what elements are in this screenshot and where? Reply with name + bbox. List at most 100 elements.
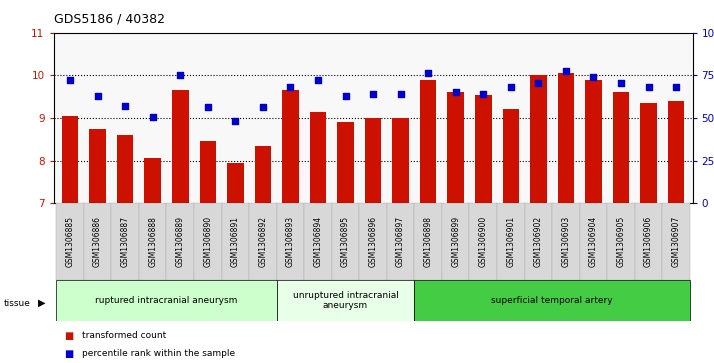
Bar (442, 203, 470, 280)
FancyBboxPatch shape (276, 280, 414, 321)
Point (560, 68, 572, 74)
Bar (525, 203, 552, 280)
Point (615, 80, 627, 86)
Bar (89, 129, 106, 203)
Text: ruptured intracranial aneurysm: ruptured intracranial aneurysm (95, 296, 238, 305)
Text: transformed count: transformed count (82, 331, 166, 340)
Text: GSM1306887: GSM1306887 (121, 216, 130, 267)
Bar (558, 73, 574, 203)
Bar (337, 122, 353, 203)
Bar (249, 203, 276, 280)
Bar (470, 203, 497, 280)
Point (367, 91, 378, 97)
Text: unruptured intracranial
aneurysm: unruptured intracranial aneurysm (293, 291, 398, 310)
Text: GSM1306896: GSM1306896 (368, 216, 378, 267)
Text: GSM1306897: GSM1306897 (396, 216, 405, 267)
Bar (530, 75, 547, 203)
Bar (255, 146, 271, 203)
Point (478, 91, 489, 97)
Bar (111, 203, 139, 280)
Bar (497, 203, 525, 280)
Bar (387, 203, 414, 280)
Point (312, 78, 323, 83)
Point (505, 84, 516, 90)
Point (588, 74, 599, 80)
Point (174, 72, 186, 78)
Text: ■: ■ (64, 349, 74, 359)
Point (423, 70, 434, 76)
Bar (310, 111, 326, 203)
Text: GSM1306901: GSM1306901 (506, 216, 516, 267)
Bar (393, 118, 409, 203)
Text: GSM1306895: GSM1306895 (341, 216, 350, 267)
Point (450, 89, 461, 94)
Point (119, 103, 131, 109)
Point (340, 93, 351, 99)
Point (533, 80, 544, 86)
Text: GSM1306902: GSM1306902 (534, 216, 543, 267)
Text: ■: ■ (64, 331, 74, 341)
Point (670, 84, 682, 90)
Point (285, 84, 296, 90)
Bar (475, 94, 491, 203)
Bar (359, 203, 387, 280)
Point (395, 91, 406, 97)
Text: GSM1306886: GSM1306886 (93, 216, 102, 267)
Text: GSM1306890: GSM1306890 (203, 216, 212, 267)
Text: GSM1306906: GSM1306906 (644, 216, 653, 267)
Point (147, 114, 159, 120)
Bar (276, 203, 304, 280)
FancyBboxPatch shape (56, 280, 276, 321)
Bar (420, 79, 436, 203)
Bar (640, 103, 657, 203)
Text: GSM1306891: GSM1306891 (231, 216, 240, 267)
Text: GSM1306898: GSM1306898 (423, 216, 433, 267)
Bar (414, 203, 442, 280)
Bar (172, 90, 188, 203)
Bar (304, 203, 332, 280)
Bar (84, 203, 111, 280)
Point (643, 84, 654, 90)
Bar (62, 116, 79, 203)
Bar (668, 101, 684, 203)
Point (92, 93, 104, 99)
Point (64, 78, 76, 83)
Bar (448, 93, 464, 203)
Text: GSM1306888: GSM1306888 (149, 216, 157, 267)
Text: GSM1306907: GSM1306907 (672, 216, 680, 267)
Bar (635, 203, 663, 280)
Bar (503, 110, 519, 203)
Bar (139, 203, 166, 280)
Bar (194, 203, 221, 280)
Bar (580, 203, 607, 280)
Point (257, 104, 268, 110)
Text: GSM1306904: GSM1306904 (589, 216, 598, 267)
Point (202, 104, 213, 110)
Bar (144, 159, 161, 203)
Bar (365, 118, 381, 203)
Bar (199, 142, 216, 203)
Bar (613, 93, 629, 203)
Bar (607, 203, 635, 280)
Text: GDS5186 / 40382: GDS5186 / 40382 (54, 13, 164, 26)
Text: GSM1306899: GSM1306899 (451, 216, 461, 267)
Bar (332, 203, 359, 280)
Bar (166, 203, 194, 280)
Bar (585, 79, 602, 203)
Bar (552, 203, 580, 280)
Text: GSM1306892: GSM1306892 (258, 216, 267, 267)
Text: superficial temporal artery: superficial temporal artery (491, 296, 613, 305)
Bar (282, 90, 298, 203)
Text: GSM1306885: GSM1306885 (66, 216, 74, 267)
Bar (221, 203, 249, 280)
FancyBboxPatch shape (414, 280, 690, 321)
Text: tissue: tissue (4, 299, 31, 307)
Bar (117, 135, 134, 203)
Bar (56, 203, 84, 280)
Text: ▶: ▶ (37, 298, 45, 308)
Bar (663, 203, 690, 280)
Text: GSM1306889: GSM1306889 (176, 216, 185, 267)
Text: GSM1306900: GSM1306900 (479, 216, 488, 267)
Text: GSM1306893: GSM1306893 (286, 216, 295, 267)
Text: GSM1306894: GSM1306894 (313, 216, 323, 267)
